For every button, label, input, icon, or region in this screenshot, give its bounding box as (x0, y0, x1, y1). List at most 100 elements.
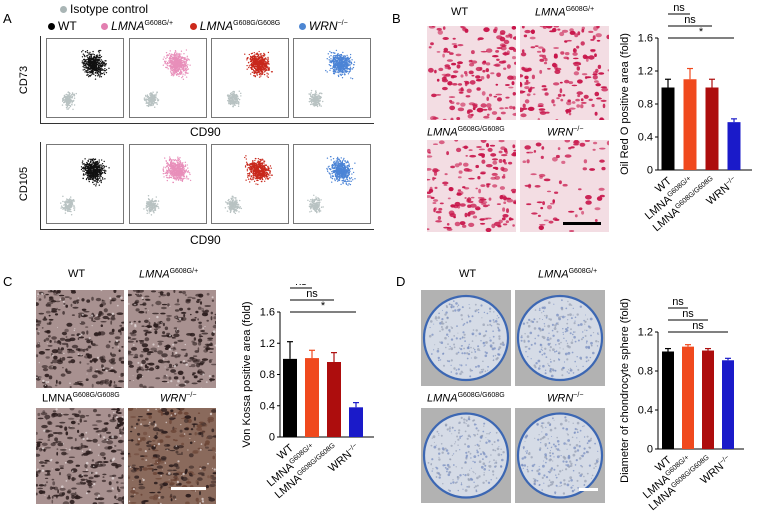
isotype-event (69, 210, 71, 212)
sample-event (108, 167, 110, 169)
sample-event (87, 169, 89, 172)
sample-event (254, 57, 256, 59)
isotype-event (232, 197, 234, 199)
lmna-het-dot (101, 23, 109, 31)
sample-event (265, 168, 268, 170)
isotype-event (224, 207, 227, 209)
sample-event (87, 71, 89, 74)
sample-event (93, 167, 95, 169)
sample-event (99, 164, 101, 166)
sample-event (85, 178, 88, 181)
sample-event (97, 178, 100, 180)
sample-event (347, 68, 349, 70)
isotype-event (231, 202, 234, 205)
sample-event (348, 58, 351, 60)
isotype-event (318, 101, 320, 103)
sample-event (168, 158, 171, 161)
sample-event (84, 59, 86, 61)
sample-event (345, 60, 347, 62)
flow-scatter (226, 50, 273, 108)
sample-event (330, 58, 332, 60)
sample-event (174, 58, 176, 60)
sample-event (103, 160, 105, 163)
sample-event (185, 49, 188, 51)
sample-event (335, 57, 338, 59)
isotype-event (155, 200, 157, 202)
sample-event (166, 162, 168, 165)
sample-event (185, 76, 188, 78)
sample-event (266, 59, 269, 61)
sample-event (263, 59, 266, 61)
isotype-event (238, 102, 240, 104)
sample-event (174, 72, 176, 74)
sample-event (347, 58, 349, 60)
sample-event (164, 62, 166, 65)
sample-event (171, 169, 173, 171)
sample-event (170, 71, 172, 74)
sample-event (100, 159, 103, 161)
sample-event (169, 68, 172, 70)
sample-event (170, 64, 172, 66)
isotype-event (229, 205, 231, 207)
isotype-event (150, 99, 152, 101)
isotype-event (71, 100, 73, 102)
isotype-event (72, 100, 75, 102)
sample-event (182, 60, 184, 62)
isotype-event (235, 100, 237, 103)
isotype-event (152, 97, 154, 100)
sample-event (101, 167, 103, 170)
isotype-event (316, 96, 318, 98)
sample-event (172, 56, 175, 59)
isotype-event (152, 91, 154, 93)
isotype-event (73, 207, 75, 209)
sample-event (181, 170, 184, 172)
sample-event (344, 73, 346, 76)
isotype-event (69, 98, 72, 100)
sample-event (180, 50, 183, 52)
sample-event (187, 170, 190, 172)
sample-event (178, 75, 180, 78)
sample-event (97, 179, 99, 181)
sample-event (256, 73, 258, 75)
sample-event (255, 63, 257, 66)
isotype-event (146, 101, 148, 103)
sample-event (187, 171, 189, 173)
legend-wrn-gene: WRN (308, 19, 338, 33)
sample-event (328, 56, 331, 58)
isotype-event (64, 96, 67, 99)
isotype-event (236, 101, 238, 103)
sample-event (100, 76, 103, 78)
row1-ylabel: CD73 (18, 65, 30, 95)
isotype-event (151, 104, 153, 107)
sample-event (185, 59, 188, 61)
sample-event (260, 66, 262, 68)
sample-event (85, 70, 87, 72)
isotype-event (151, 209, 154, 211)
sample-event (263, 64, 266, 67)
isotype-event (147, 96, 149, 98)
sample-event (339, 60, 341, 62)
sample-event (95, 61, 98, 63)
sample-event (93, 173, 95, 175)
sample-event (99, 70, 101, 72)
sample-event (94, 172, 96, 174)
isotype-event (150, 201, 152, 204)
sample-event (100, 175, 102, 178)
isotype-event (146, 94, 149, 96)
sample-event (174, 162, 176, 164)
sample-event (347, 60, 349, 63)
sample-event (181, 180, 184, 182)
isotype-event (240, 95, 242, 97)
sample-event (249, 64, 251, 66)
sample-event (246, 162, 248, 165)
sample-event (108, 67, 110, 70)
sample-event (162, 64, 165, 66)
sample-event (267, 76, 269, 78)
sample-event (338, 59, 341, 61)
sample-event (84, 158, 86, 160)
sample-event (166, 176, 168, 179)
sample-event (259, 69, 261, 71)
sample-event (334, 67, 336, 69)
sample-event (165, 167, 167, 169)
isotype-event (63, 201, 66, 203)
